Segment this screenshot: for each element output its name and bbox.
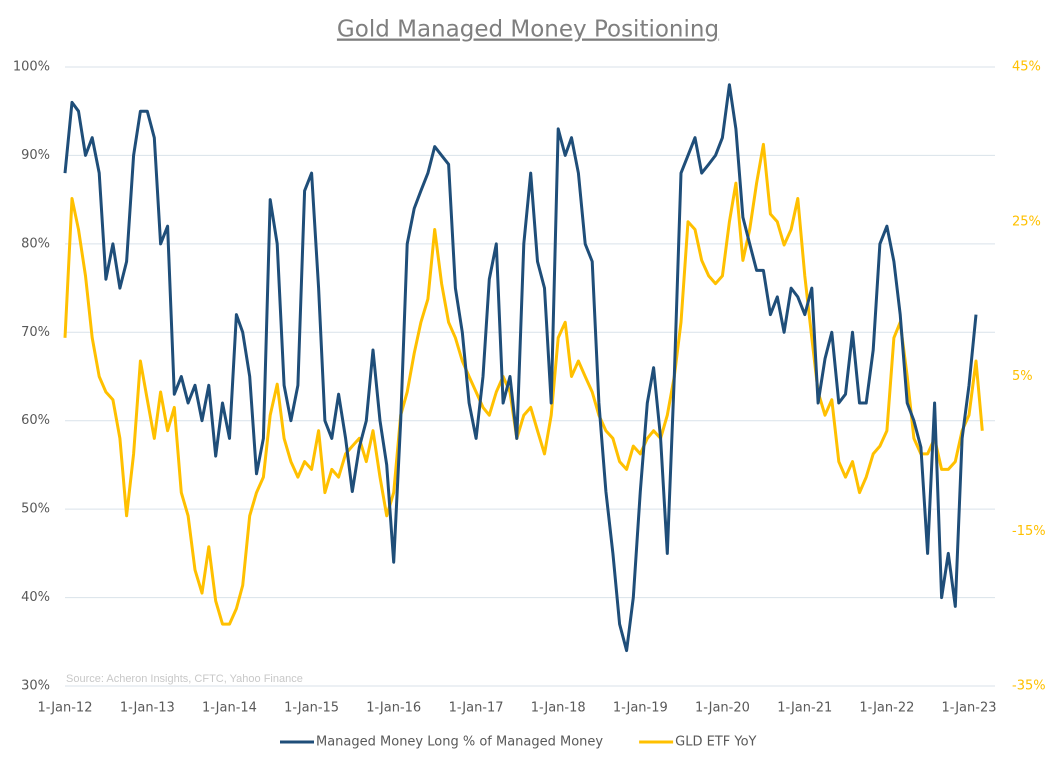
source-note: Source: Acheron Insights, CFTC, Yahoo Fi… — [66, 673, 303, 685]
x-tick-label: 1-Jan-20 — [695, 701, 750, 716]
chart-title: Gold Managed Money Positioning — [337, 17, 719, 43]
x-tick-label: 1-Jan-22 — [859, 701, 914, 716]
x-tick-label: 1-Jan-18 — [531, 701, 586, 716]
y-tick-label: 90% — [21, 148, 50, 163]
x-tick-label: 1-Jan-15 — [284, 701, 339, 716]
y2-tick-label: 5% — [1012, 369, 1033, 384]
y2-tick-label: 45% — [1012, 60, 1041, 75]
y2-tick-label: -15% — [1012, 524, 1046, 539]
y2-tick-label: -35% — [1012, 679, 1046, 694]
y-tick-label: 80% — [21, 236, 50, 251]
x-tick-label: 1-Jan-17 — [449, 701, 504, 716]
legend-label: GLD ETF YoY — [675, 735, 756, 750]
y-tick-label: 40% — [21, 590, 50, 605]
x-tick-label: 1-Jan-12 — [38, 701, 93, 716]
x-tick-label: 1-Jan-13 — [120, 701, 175, 716]
legend-label: Managed Money Long % of Managed Money — [316, 735, 603, 750]
y-tick-label: 60% — [21, 413, 50, 428]
y-tick-label: 30% — [21, 679, 50, 694]
x-tick-label: 1-Jan-19 — [613, 701, 668, 716]
x-tick-label: 1-Jan-16 — [366, 701, 421, 716]
series-line — [63, 83, 978, 653]
x-tick-label: 1-Jan-23 — [942, 701, 997, 716]
series-line — [63, 142, 984, 626]
y-tick-label: 50% — [21, 502, 50, 517]
x-tick-label: 1-Jan-21 — [777, 701, 832, 716]
x-tick-label: 1-Jan-14 — [202, 701, 257, 716]
y-tick-label: 100% — [13, 60, 50, 75]
y-tick-label: 70% — [21, 325, 50, 340]
y2-tick-label: 25% — [1012, 214, 1041, 229]
